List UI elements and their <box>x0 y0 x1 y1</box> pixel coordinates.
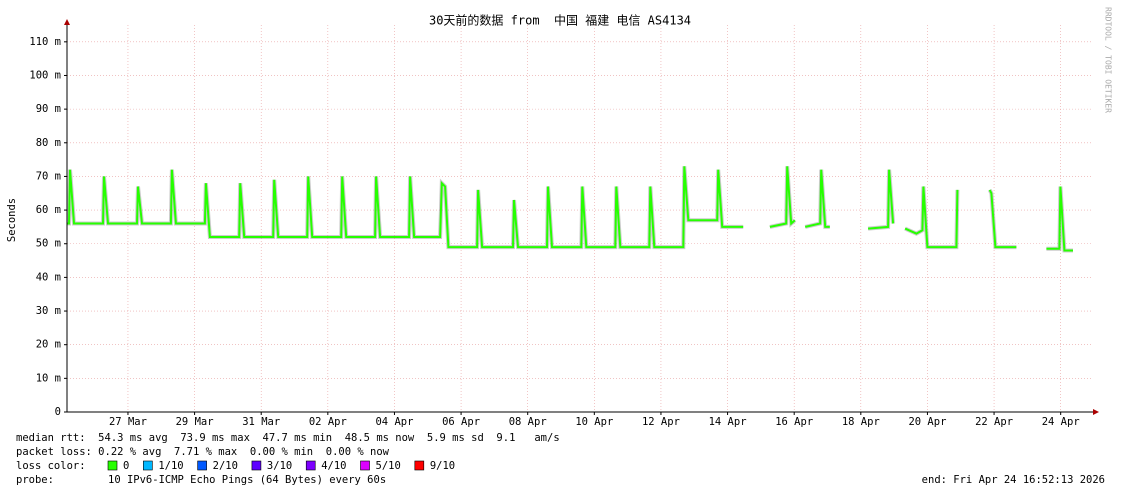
series-line <box>67 166 1073 252</box>
x-tick-label: 29 Mar <box>176 416 214 428</box>
footer-loss-color-label: loss color: <box>16 460 86 472</box>
loss-color-swatch <box>360 460 370 471</box>
y-tick-label: 70 m <box>36 170 61 182</box>
x-tick-label: 04 Apr <box>375 416 413 428</box>
loss-color-swatch <box>251 460 262 471</box>
loss-color-swatch <box>107 460 118 471</box>
y-tick-label: 90 m <box>36 103 61 115</box>
y-tick-label: 40 m <box>36 271 61 283</box>
footer-probe: 10 IPv6-ICMP Echo Pings (64 Bytes) every… <box>108 474 386 486</box>
y-tick-label: 0 <box>55 406 61 418</box>
y-tick-label: 80 m <box>36 137 61 149</box>
x-tick-label: 18 Apr <box>842 416 880 428</box>
x-tick-label: 31 Mar <box>242 416 280 428</box>
footer-probe-label: probe: <box>16 474 54 486</box>
loss-color-label: 1/10 <box>158 460 183 472</box>
y-axis-label: Seconds <box>6 198 18 242</box>
x-tick-label: 22 Apr <box>975 416 1013 428</box>
y-tick-label: 60 m <box>36 204 61 216</box>
y-arrow <box>64 19 70 25</box>
loss-color-swatch <box>143 460 153 471</box>
loss-color-label: 4/10 <box>321 460 346 472</box>
footer-end: end: Fri Apr 24 16:52:13 2026 <box>922 474 1105 486</box>
x-tick-label: 12 Apr <box>642 416 680 428</box>
y-tick-label: 30 m <box>36 305 61 317</box>
x-tick-label: 24 Apr <box>1042 416 1080 428</box>
loss-color-swatch <box>414 460 425 471</box>
y-tick-label: 20 m <box>36 339 61 351</box>
x-tick-label: 02 Apr <box>309 416 347 428</box>
loss-color-label: 9/10 <box>430 460 455 472</box>
x-tick-label: 20 Apr <box>908 416 946 428</box>
loss-color-swatch <box>197 460 207 471</box>
plot <box>67 166 1073 253</box>
loss-color-label: 0 <box>123 460 129 472</box>
y-tick-label: 110 m <box>29 36 61 48</box>
footer-median: median rtt: 54.3 ms avg 73.9 ms max 47.7… <box>16 432 560 444</box>
x-tick-label: 27 Mar <box>109 416 147 428</box>
x-tick-label: 06 Apr <box>442 416 480 428</box>
chart-title: 30天前的数据 from 中国 福建 电信 AS4134 <box>429 13 691 28</box>
loss-color-legend: 0 1/10 2/10 3/10 4/10 5/10 9/10 <box>107 460 455 472</box>
x-tick-label: 14 Apr <box>709 416 747 428</box>
credit: RRDTOOL / TOBI OETIKER <box>1104 7 1113 113</box>
footer-loss: packet loss: 0.22 % avg 7.71 % max 0.00 … <box>16 446 390 458</box>
loss-color-swatch <box>305 460 316 471</box>
x-tick-label: 10 Apr <box>575 416 613 428</box>
x-arrow <box>1093 409 1099 415</box>
loss-color-label: 3/10 <box>267 460 292 472</box>
loss-color-label: 2/10 <box>213 460 238 472</box>
x-tick-label: 08 Apr <box>509 416 547 428</box>
y-tick-label: 100 m <box>29 69 61 81</box>
loss-color-label: 5/10 <box>376 460 401 472</box>
y-tick-label: 10 m <box>36 372 61 384</box>
x-tick-label: 16 Apr <box>775 416 813 428</box>
y-tick-label: 50 m <box>36 238 61 250</box>
